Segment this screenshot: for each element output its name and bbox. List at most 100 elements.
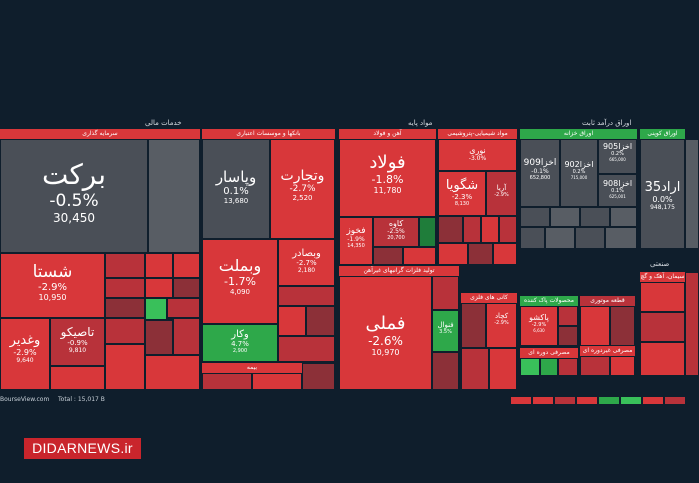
tile-chem-5[interactable] <box>438 243 468 265</box>
tile-shegooya[interactable]: شگویا -2.3% 8,130 <box>438 171 486 216</box>
tile-small-d[interactable] <box>105 278 145 298</box>
footer-site[interactable]: BourseView.com <box>0 396 50 403</box>
group-nonmetal-header[interactable]: تولید فلزات گرانبهای غیرآهن <box>339 266 459 276</box>
tile-small-b[interactable] <box>145 253 173 278</box>
tile-small-n[interactable] <box>173 318 200 355</box>
tile-ores-3[interactable] <box>489 348 517 390</box>
tile-auto-2[interactable] <box>610 306 635 346</box>
tile-vebsader[interactable]: وبصادر -2.7% 2,180 <box>278 239 335 286</box>
tile-bank-small-3[interactable] <box>306 306 335 336</box>
tile-treasury-8[interactable] <box>605 227 637 249</box>
tile-treasury-3[interactable] <box>580 207 610 227</box>
tile-small-l[interactable] <box>105 344 145 390</box>
group-cement-header[interactable]: سیمان، آهک و گچ <box>640 272 685 282</box>
tile-durable-2[interactable] <box>540 358 558 376</box>
tile-cement-side[interactable] <box>685 272 699 376</box>
tile-small-f[interactable] <box>173 278 200 298</box>
tile-bank-small-4[interactable] <box>278 336 335 362</box>
tile-pakshoo[interactable]: پاکشو -2.9% 6,630 <box>520 306 558 346</box>
group-insurance-header[interactable]: بیمه <box>202 363 302 373</box>
tile-bottom-1[interactable] <box>510 396 532 405</box>
tile-auto-1[interactable] <box>580 306 610 346</box>
tile-small-j[interactable] <box>50 366 105 390</box>
tile-akhza909[interactable]: اخزا909 -0.1% 652,800 <box>520 139 560 207</box>
tile-ins-1[interactable] <box>202 373 252 390</box>
tile-treasury-2[interactable] <box>550 207 580 227</box>
tile-barkat-side[interactable] <box>148 139 200 253</box>
tile-pack-2[interactable] <box>558 326 578 346</box>
tile-vebemellat[interactable]: وبملت -1.7% 4,090 <box>202 239 278 324</box>
tile-small-e[interactable] <box>145 278 173 298</box>
tile-chem-1[interactable] <box>438 216 463 243</box>
tile-vapasar[interactable]: وپاسار 0.1% 13,680 <box>202 139 270 239</box>
tile-fanval[interactable]: فنوال 3.5% <box>432 310 459 352</box>
tile-coupon-side[interactable] <box>685 139 699 249</box>
tile-pack-1[interactable] <box>558 306 578 326</box>
tile-vakar[interactable]: وکار 4.7% 2,900 <box>202 324 278 362</box>
tile-kechad[interactable]: کچاد -2.9% <box>486 303 517 348</box>
tile-taseko[interactable]: تاصیکو -0.9% 9,810 <box>50 318 105 366</box>
tile-treasury-7[interactable] <box>575 227 605 249</box>
tile-durable-3[interactable] <box>558 358 578 376</box>
tile-fakhooz[interactable]: فخوز -1.9% 14,350 <box>339 217 373 265</box>
group-investment-header[interactable]: سرمایه گذاری <box>0 129 200 139</box>
tile-chem-3[interactable] <box>481 216 499 243</box>
group-auto-parts-header[interactable]: قطعه موتوری <box>580 296 635 306</box>
tile-treasury-6[interactable] <box>545 227 575 249</box>
tile-cement-3[interactable] <box>640 342 685 376</box>
tile-small-o[interactable] <box>145 355 200 390</box>
tile-ores-1[interactable] <box>461 303 486 348</box>
group-consumer-nondurable-header[interactable]: مصرفی غیردوره ای <box>580 346 635 356</box>
group-coupon-header[interactable]: اوراق کوپنی <box>640 129 685 139</box>
tile-small-c[interactable] <box>173 253 200 278</box>
tile-chem-4[interactable] <box>499 216 517 243</box>
tile-bottom-6[interactable] <box>620 396 642 405</box>
tile-kaveh[interactable]: کاوه -2.5% 20,700 <box>373 217 419 247</box>
tile-bottom-8[interactable] <box>664 396 686 405</box>
group-treasury-header[interactable]: اوراق خزانه <box>520 129 637 139</box>
tile-ores-2[interactable] <box>461 348 489 390</box>
tile-cement-1[interactable] <box>640 282 685 312</box>
tile-barkat[interactable]: برکت -0.5% 30,450 <box>0 139 148 253</box>
tile-nonmetal-1[interactable] <box>432 276 459 310</box>
tile-nonmetal-2[interactable] <box>432 352 459 390</box>
tile-ins-2[interactable] <box>252 373 302 390</box>
tile-ins-3[interactable] <box>302 363 335 390</box>
tile-aria[interactable]: آریا -2.9% <box>486 171 517 216</box>
group-iron-steel-header[interactable]: آهن و فولاد <box>339 129 436 139</box>
tile-vetejarat[interactable]: وتجارت -2.7% 2,520 <box>270 139 335 239</box>
tile-akhza902[interactable]: اخزا902 0.2% 715,000 <box>560 139 598 207</box>
tile-akhza908[interactable]: اخزا908 0.1% 625,001 <box>598 174 637 207</box>
tile-chem-2[interactable] <box>463 216 481 243</box>
group-metal-ores-header[interactable]: کانی های فلزی <box>461 293 517 303</box>
tile-bottom-5[interactable] <box>598 396 620 405</box>
tile-chem-6[interactable] <box>468 243 493 265</box>
tile-treasury-4[interactable] <box>610 207 637 227</box>
tile-durable-1[interactable] <box>520 358 540 376</box>
group-consumer-durable-header[interactable]: مصرفی دوره ای <box>520 348 578 358</box>
tile-treasury-5[interactable] <box>520 227 545 249</box>
tile-small-a[interactable] <box>105 253 145 278</box>
tile-small-h[interactable] <box>145 298 167 320</box>
tile-treasury-1[interactable] <box>520 207 550 227</box>
group-pack-products-header[interactable]: محصولات پاک کننده <box>520 296 578 306</box>
tile-bottom-3[interactable] <box>554 396 576 405</box>
tile-small-i[interactable] <box>167 298 200 318</box>
tile-shasta[interactable]: شستا -2.9% 10,950 <box>0 253 105 318</box>
tile-bottom-7[interactable] <box>642 396 664 405</box>
tile-bottom-4[interactable] <box>576 396 598 405</box>
tile-iron-small-2[interactable] <box>373 247 403 265</box>
tile-bottom-2[interactable] <box>532 396 554 405</box>
tile-nondurable-1[interactable] <box>580 356 610 376</box>
tile-small-k[interactable] <box>105 318 145 344</box>
group-banks-header[interactable]: بانکها و موسسات اعتباری <box>202 129 335 139</box>
tile-bank-small-1[interactable] <box>278 286 335 306</box>
tile-noori[interactable]: نوری -3.0% <box>438 139 517 171</box>
tile-cement-2[interactable] <box>640 312 685 342</box>
tile-nondurable-2[interactable] <box>610 356 635 376</box>
tile-small-g[interactable] <box>105 298 145 318</box>
tile-foolad[interactable]: فولاد -1.8% 11,780 <box>339 139 436 217</box>
tile-vaghadir[interactable]: وغدیر -2.9% 9,640 <box>0 318 50 390</box>
tile-iron-small-3[interactable] <box>403 247 436 265</box>
tile-iron-small-1[interactable] <box>419 217 436 247</box>
